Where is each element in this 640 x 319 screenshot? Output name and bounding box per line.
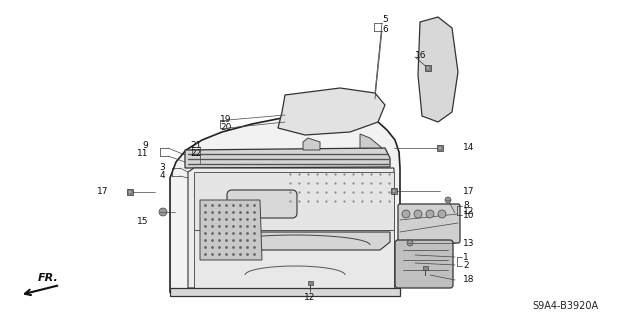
- Circle shape: [438, 146, 442, 150]
- Text: 2: 2: [463, 262, 468, 271]
- Polygon shape: [170, 288, 400, 296]
- Bar: [437, 145, 443, 151]
- Circle shape: [426, 210, 434, 218]
- Polygon shape: [418, 17, 458, 122]
- Text: 19: 19: [220, 115, 232, 123]
- Bar: [127, 189, 133, 195]
- Text: 11: 11: [136, 150, 148, 159]
- Bar: [425, 65, 431, 71]
- Circle shape: [426, 66, 430, 70]
- Text: 1: 1: [463, 253, 468, 262]
- Text: 17: 17: [97, 188, 108, 197]
- Text: 15: 15: [136, 218, 148, 226]
- Polygon shape: [210, 232, 390, 250]
- Polygon shape: [194, 230, 394, 288]
- Polygon shape: [303, 138, 320, 150]
- Text: 13: 13: [463, 239, 474, 248]
- Bar: [422, 266, 428, 270]
- Text: 21: 21: [190, 140, 202, 150]
- Text: 14: 14: [463, 144, 474, 152]
- Circle shape: [392, 189, 396, 193]
- Circle shape: [445, 197, 451, 203]
- Polygon shape: [194, 172, 394, 230]
- FancyBboxPatch shape: [395, 240, 453, 288]
- Circle shape: [402, 210, 410, 218]
- Polygon shape: [360, 134, 382, 148]
- FancyBboxPatch shape: [227, 190, 297, 218]
- Text: 3: 3: [159, 162, 165, 172]
- Text: 17: 17: [463, 187, 474, 196]
- Text: 8: 8: [463, 202, 468, 211]
- Text: 22: 22: [190, 150, 201, 159]
- Text: FR.: FR.: [38, 273, 58, 283]
- Text: 12: 12: [304, 293, 316, 302]
- FancyBboxPatch shape: [398, 204, 460, 243]
- Text: 9: 9: [142, 140, 148, 150]
- Circle shape: [407, 240, 413, 246]
- Text: S9A4-B3920A: S9A4-B3920A: [532, 301, 598, 311]
- Polygon shape: [170, 113, 400, 292]
- Circle shape: [128, 190, 132, 194]
- Polygon shape: [200, 200, 262, 260]
- Text: 10: 10: [463, 211, 474, 219]
- Text: 4: 4: [159, 172, 165, 181]
- Text: 12: 12: [463, 207, 474, 217]
- Circle shape: [159, 208, 167, 216]
- Bar: [307, 281, 312, 285]
- Text: 18: 18: [463, 276, 474, 285]
- Circle shape: [438, 210, 446, 218]
- Circle shape: [414, 210, 422, 218]
- Text: 16: 16: [415, 50, 426, 60]
- Polygon shape: [278, 88, 385, 135]
- Text: 6: 6: [382, 25, 388, 33]
- Text: 20: 20: [220, 123, 232, 132]
- Polygon shape: [185, 148, 390, 168]
- Bar: [391, 188, 397, 194]
- Text: 5: 5: [382, 16, 388, 25]
- Polygon shape: [188, 168, 394, 288]
